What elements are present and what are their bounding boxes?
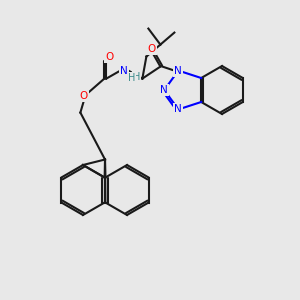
Text: N: N [160, 85, 168, 95]
Text: N: N [175, 66, 182, 76]
Text: N: N [175, 104, 182, 114]
Text: O: O [147, 44, 155, 54]
Text: H: H [128, 73, 135, 82]
Text: O: O [105, 52, 113, 61]
Text: H: H [133, 72, 140, 82]
Text: N: N [121, 66, 128, 76]
Text: O: O [79, 91, 88, 100]
